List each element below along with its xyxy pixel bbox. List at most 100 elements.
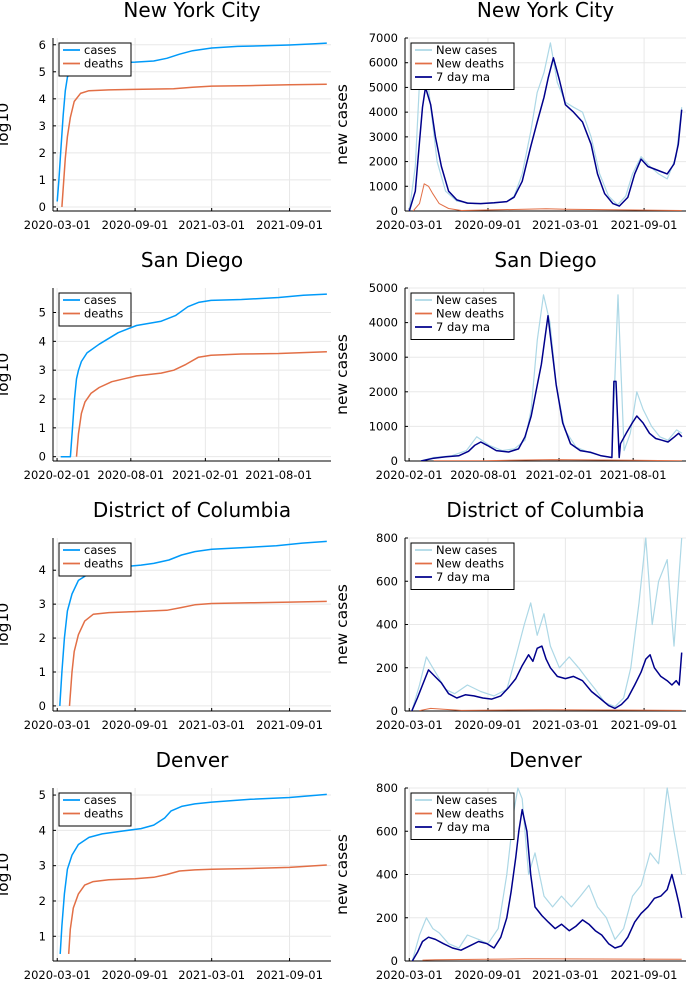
y-tick-label: 600 <box>376 574 398 588</box>
legend-label: 7 day ma <box>436 70 490 84</box>
series-line-7-day-ma <box>411 645 683 711</box>
x-tick-label: 2020-09-01 <box>102 718 169 732</box>
x-tick-label: 2020-03-01 <box>376 218 443 232</box>
chart-title: Denver <box>509 748 583 772</box>
series-line-deaths <box>68 600 327 706</box>
y-tick-label: 3 <box>39 859 46 873</box>
x-tick-label: 2020-09-01 <box>455 718 522 732</box>
y-axis-label: log10 <box>0 103 12 146</box>
y-tick-label: 1 <box>39 929 46 943</box>
legend-label: New cases <box>436 793 497 807</box>
panel-sandiego-log: San Diego 2020-02-01 2020-08-01 2021-02-01 2… <box>0 248 331 482</box>
y-axis-label: log10 <box>0 603 12 646</box>
y-axis-label: new cases <box>333 334 351 415</box>
x-tick-label: 2020-03-01 <box>24 218 91 232</box>
y-tick-label: 600 <box>376 824 398 838</box>
x-tick-label: 2021-08-01 <box>600 468 667 482</box>
legend-label: cases <box>84 293 116 307</box>
legend-label: New deaths <box>436 557 504 571</box>
x-tick-label: 2020-08-01 <box>450 468 517 482</box>
y-tick-label: 3 <box>39 119 46 133</box>
x-tick-label: 2020-03-01 <box>376 968 443 982</box>
legend-box <box>58 792 132 827</box>
series-line-7-day-ma <box>408 57 683 211</box>
x-tick-label: 2021-08-01 <box>245 468 312 482</box>
y-tick-label: 0 <box>39 450 46 464</box>
legend-label: cases <box>84 793 116 807</box>
legend-box <box>58 542 132 577</box>
y-tick-label: 2000 <box>369 155 398 169</box>
y-tick-label: 400 <box>376 618 398 632</box>
y-tick-label: 2 <box>39 146 46 160</box>
y-axis-label: new cases <box>333 834 351 915</box>
series-line-7-day-ma <box>411 808 683 961</box>
panel-denver-new-cases: Denver 2020-03-01 2020-09-01 2021-03-01 2021… <box>333 748 686 982</box>
series-line-deaths <box>67 864 327 954</box>
y-tick-label: 5000 <box>369 281 398 295</box>
legend-label: New cases <box>436 293 497 307</box>
y-axis-label: log10 <box>0 353 12 396</box>
y-tick-label: 1 <box>39 665 46 679</box>
y-tick-label: 7000 <box>369 31 398 45</box>
legend-label: 7 day ma <box>436 320 490 334</box>
y-tick-label: 400 <box>376 868 398 882</box>
y-tick-label: 3000 <box>369 130 398 144</box>
y-tick-label: 2 <box>39 392 46 406</box>
legend-label: New deaths <box>436 57 504 71</box>
legend-label: New cases <box>436 543 497 557</box>
y-tick-label: 4 <box>39 92 46 106</box>
y-tick-label: 800 <box>376 531 398 545</box>
y-tick-label: 0 <box>391 204 398 218</box>
chart-title: San Diego <box>141 248 243 272</box>
x-tick-label: 2021-09-01 <box>611 218 678 232</box>
y-tick-label: 200 <box>376 911 398 925</box>
x-tick-label: 2021-09-01 <box>256 218 323 232</box>
x-tick-label: 2020-09-01 <box>455 218 522 232</box>
y-tick-label: 200 <box>376 661 398 675</box>
legend-label: deaths <box>84 57 123 71</box>
y-tick-label: 0 <box>39 699 46 713</box>
x-tick-label: 2021-09-01 <box>611 968 678 982</box>
series-line-new-deaths <box>419 707 682 711</box>
series-line-new-cases <box>408 42 683 211</box>
x-tick-label: 2020-02-01 <box>24 468 91 482</box>
legend-label: New deaths <box>436 307 504 321</box>
chart-title: San Diego <box>494 248 596 272</box>
legend-box <box>58 292 132 327</box>
legend-label: cases <box>84 43 116 57</box>
y-tick-label: 3000 <box>369 350 398 364</box>
x-tick-label: 2021-03-01 <box>532 968 599 982</box>
series-line-7-day-ma <box>420 314 683 461</box>
legend-label: cases <box>84 543 116 557</box>
chart-title: District of Columbia <box>93 498 291 522</box>
y-tick-label: 0 <box>391 704 398 718</box>
x-tick-label: 2020-09-01 <box>455 968 522 982</box>
x-tick-label: 2021-09-01 <box>256 968 323 982</box>
panel-nyc-new-cases: New York City 2020-03-01 2020-09-01 2021-03… <box>333 0 686 232</box>
y-tick-label: 3 <box>39 363 46 377</box>
series-line-new-cases <box>411 537 683 711</box>
y-tick-label: 4000 <box>369 316 398 330</box>
x-tick-label: 2021-03-01 <box>178 968 245 982</box>
x-tick-label: 2020-09-01 <box>102 968 169 982</box>
panel-nyc-log: New York City 2020-03-01 2020-09-01 2021-03… <box>0 0 331 232</box>
chart-title: New York City <box>123 0 260 22</box>
y-tick-label: 1 <box>39 421 46 435</box>
y-tick-label: 0 <box>39 200 46 214</box>
series-line-cases <box>56 42 327 202</box>
y-tick-label: 4 <box>39 563 46 577</box>
y-tick-label: 5 <box>39 788 46 802</box>
legend-box <box>58 42 132 77</box>
y-tick-label: 1000 <box>369 179 398 193</box>
legend-label: New cases <box>436 43 497 57</box>
y-tick-label: 800 <box>376 781 398 795</box>
x-tick-label: 2020-08-01 <box>97 468 164 482</box>
panel-denver-log: Denver 2020-03-01 2020-09-01 2021-03-01 2021… <box>0 748 331 982</box>
legend-label: New deaths <box>436 807 504 821</box>
series-line-new-deaths <box>433 459 682 461</box>
x-tick-label: 2021-03-01 <box>178 218 245 232</box>
x-tick-label: 2020-02-01 <box>376 468 443 482</box>
legend-label: 7 day ma <box>436 820 490 834</box>
y-tick-label: 1000 <box>369 419 398 433</box>
